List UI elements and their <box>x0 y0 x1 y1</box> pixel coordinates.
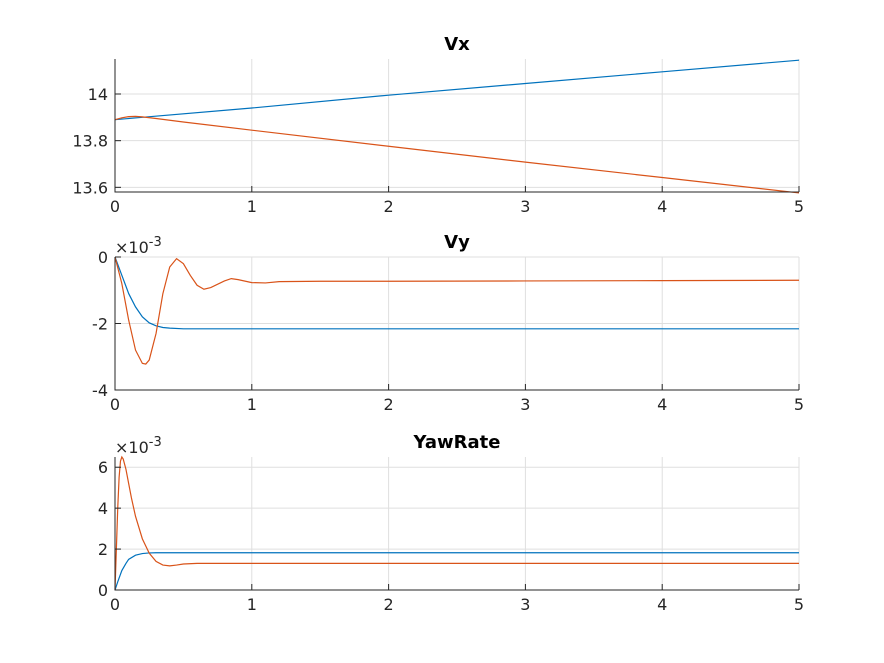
series-line-1 <box>114 256 799 330</box>
x-tick-label: 0 <box>110 595 120 614</box>
subplot-title: Vx <box>444 34 470 55</box>
x-tick-label: 1 <box>247 395 257 414</box>
subplot-title: Vy <box>444 232 470 253</box>
y-tick-label: 13.6 <box>72 178 108 197</box>
y-tick-label: -2 <box>92 315 108 334</box>
series-line-2 <box>114 256 800 365</box>
subplot-vy: Vy 0 1 2 3 4 5 0 -2 -4 ×10-3 <box>92 232 804 414</box>
y-tick-label: 14 <box>88 85 108 104</box>
subplot-vx: Vx 0 1 2 3 4 5 13.6 13.8 14 <box>72 34 804 216</box>
x-tick-label: 4 <box>657 395 667 414</box>
y-tick-label: 4 <box>98 499 108 518</box>
subplot-yawrate: YawRate 0 1 2 3 4 5 0 2 4 6 ×10-3 <box>98 432 804 614</box>
x-tick-label: 5 <box>794 395 804 414</box>
y-exponent-label: ×10-3 <box>115 435 162 457</box>
y-tick-label: 0 <box>98 581 108 600</box>
x-tick-label: 0 <box>110 197 120 216</box>
x-tick-label: 5 <box>794 197 804 216</box>
y-tick-label: 2 <box>98 540 108 559</box>
x-tick-label: 2 <box>384 595 394 614</box>
y-exponent-label: ×10-3 <box>115 235 162 257</box>
x-tick-label: 3 <box>520 595 530 614</box>
x-tick-label: 2 <box>384 197 394 216</box>
x-tick-label: 2 <box>384 395 394 414</box>
y-tick-label: 0 <box>98 248 108 267</box>
y-tick-label: 6 <box>98 458 108 477</box>
x-tick-label: 1 <box>247 197 257 216</box>
x-tick-label: 3 <box>520 197 530 216</box>
subplot-title: YawRate <box>413 432 501 453</box>
axis-lines <box>114 457 799 591</box>
series-line-2 <box>114 455 799 591</box>
x-tick-label: 4 <box>657 197 667 216</box>
x-tick-label: 3 <box>520 395 530 414</box>
x-tick-label: 0 <box>110 395 120 414</box>
x-tick-label: 5 <box>794 595 804 614</box>
x-tick-label: 4 <box>657 595 667 614</box>
x-tick-label: 1 <box>247 595 257 614</box>
series-line-2 <box>114 115 800 194</box>
y-tick-label: -4 <box>92 381 108 400</box>
series-line-1 <box>114 59 800 121</box>
series-line-1 <box>114 552 799 591</box>
y-tick-label: 13.8 <box>72 132 108 151</box>
